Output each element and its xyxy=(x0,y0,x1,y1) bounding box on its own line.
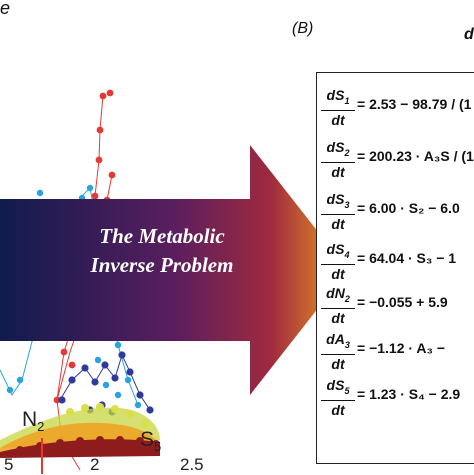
arrow-title-line-1: The Metabolic xyxy=(99,224,225,248)
x-tick-3: 2.5 xyxy=(180,455,204,474)
panel-a-corner-letter: e xyxy=(0,0,11,18)
inverse-problem-arrow xyxy=(0,145,348,395)
equation-ds3: dS3 dt = 6.00 · S₂ − 6.0 xyxy=(321,191,474,232)
panel-b-heading: d xyxy=(464,26,474,43)
panel-b-letter: (B) xyxy=(292,20,314,37)
x-tick-2: 2 xyxy=(90,455,100,474)
arrow-title-line-2: Inverse Problem xyxy=(90,253,234,277)
equation-dn2: dN2 dt = −0.055 + 5.9 xyxy=(321,285,474,326)
equation-da3: dA3 dt = −1.12 · A₃ − xyxy=(321,331,474,372)
x-tick-1: 5 xyxy=(4,455,14,474)
label-s5: S5 xyxy=(140,428,162,455)
equation-ds5: dS5 dt = 1.23 · S₄ − 2.9 xyxy=(321,377,474,418)
equation-ds4: dS4 dt = 64.04 · S₃ − 1 xyxy=(321,241,474,282)
label-n2: N2 xyxy=(22,408,45,435)
